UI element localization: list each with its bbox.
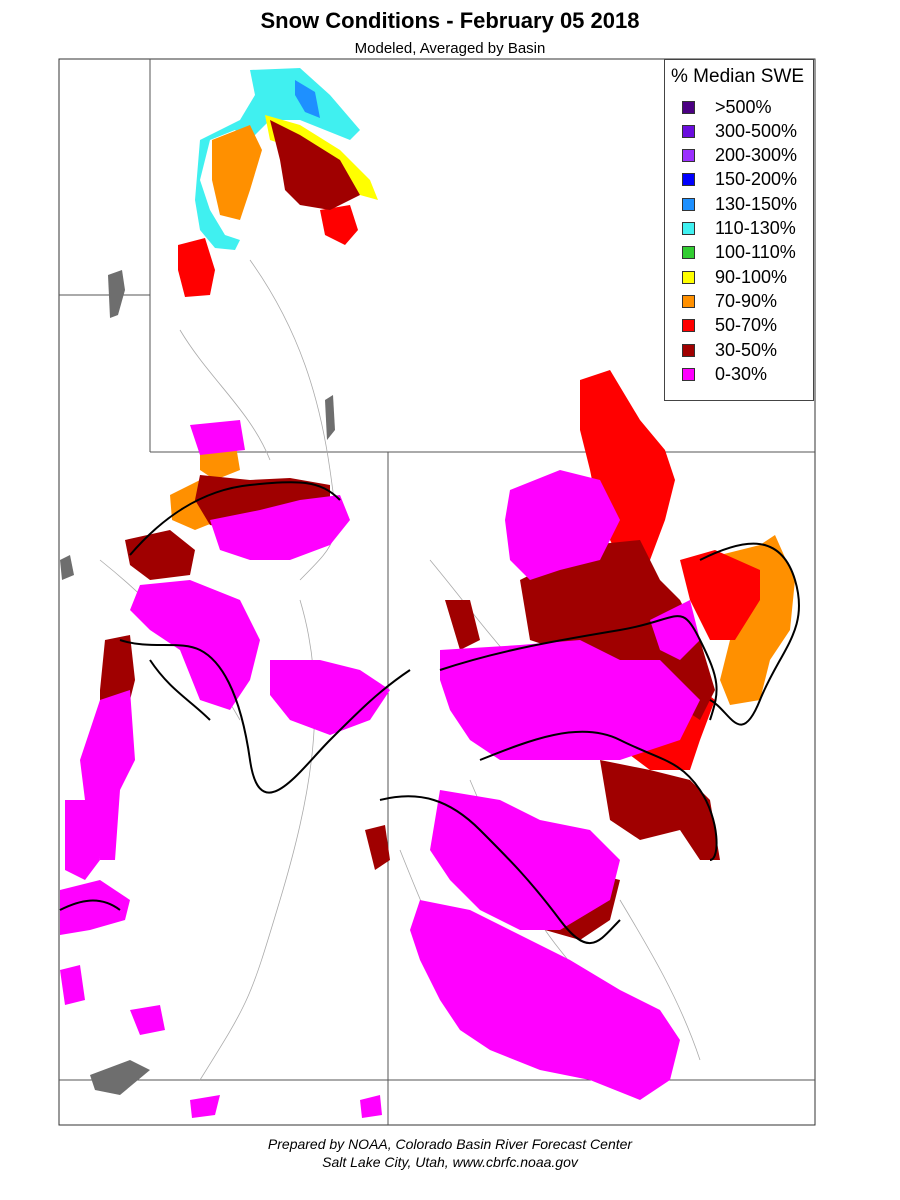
legend-swatch [682,100,695,114]
legend-swatch [682,343,695,357]
legend-label: 110-130% [715,218,796,238]
basin-outlines [59,481,801,944]
legend-swatch [682,173,695,187]
legend-label: 200-300% [715,145,798,166]
legend-label: 300-500% [715,120,798,141]
legend-label: 100-110% [715,242,796,263]
legend-item: 200-300% [682,145,797,167]
legend-label: >500% [715,96,772,117]
swe-blue [295,80,320,118]
legend-swatch [682,270,695,284]
legend-item: 130-150% [682,193,797,215]
credit-line-2: Salt Lake City, Utah, www.cbrfc.noaa.gov [322,1154,578,1170]
swe-magenta [60,420,700,1118]
legend: % Median SWE >500% 300-500% 200-300% 150… [664,59,814,401]
legend-item: >500% [682,96,772,118]
legend-swatch [682,197,695,211]
legend-item: 100-110% [682,242,796,264]
legend-label: 150-200% [715,169,798,190]
legend-swatch [682,149,695,163]
map-subtitle: Modeled, Averaged by Basin [354,40,546,57]
legend-swatch [682,222,695,235]
legend-label: 30-50% [715,339,778,360]
credit-line-1: Prepared by NOAA, Colorado Basin River F… [267,1136,633,1152]
legend-item: 30-50% [682,339,777,361]
legend-swatch [682,124,695,138]
legend-swatch [682,246,695,260]
legend-label: 50-70% [715,315,778,336]
legend-swatch [682,319,695,333]
legend-swatch [682,294,695,308]
legend-label: 70-90% [715,290,778,311]
legend-item: 70-90% [682,290,777,312]
legend-label: 90-100% [715,266,788,287]
legend-item: 90-100% [682,266,787,288]
lakes [60,270,335,1095]
legend-title: % Median SWE [671,66,805,87]
legend-item: 150-200% [682,169,797,191]
legend-label: 130-150% [715,193,798,214]
legend-label: 0-30% [715,363,768,384]
legend-item: 50-70% [682,315,777,337]
legend-swatch [682,367,695,381]
state-boundaries [59,59,815,1125]
legend-item: 300-500% [682,120,797,142]
legend-item: 110-130% [682,218,796,240]
legend-item: 0-30% [682,363,767,385]
map-title: Snow Conditions - February 05 2018 [260,8,640,33]
